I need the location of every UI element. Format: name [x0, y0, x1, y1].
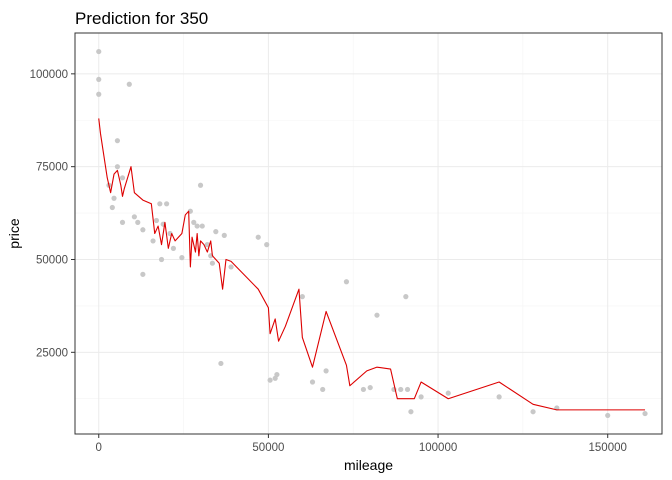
data-point [605, 412, 611, 419]
data-point [197, 182, 204, 188]
data-point [140, 271, 146, 277]
data-point [131, 214, 137, 220]
x-tick-label: 0 [96, 442, 102, 454]
y-tick-label: 75000 [36, 162, 68, 174]
data-point [158, 256, 165, 263]
x-axis: 0 50000 100000 150000 [96, 434, 627, 454]
data-point [445, 390, 451, 396]
y-tick-label: 25000 [36, 347, 68, 359]
data-point [403, 294, 409, 300]
data-point [170, 245, 176, 251]
data-point [299, 294, 305, 300]
y-tick-label: 100000 [30, 69, 68, 81]
data-point [119, 219, 126, 225]
data-point [109, 204, 115, 211]
data-point [194, 223, 200, 229]
data-point [398, 386, 404, 393]
data-point [213, 229, 219, 235]
data-point [96, 48, 102, 55]
data-point [228, 264, 234, 270]
chart-title: Prediction for 350 [75, 9, 208, 28]
data-point [404, 386, 411, 393]
data-point [135, 219, 141, 225]
data-point [221, 232, 227, 238]
data-point [418, 394, 424, 400]
x-tick-label: 100000 [419, 442, 457, 454]
data-point [309, 379, 316, 385]
data-point [153, 217, 160, 224]
scatter-points [96, 48, 648, 419]
data-point [367, 384, 373, 391]
series-line [98, 118, 646, 411]
data-point [111, 195, 117, 201]
data-point [199, 223, 205, 229]
data-point [530, 409, 536, 415]
x-axis-title: mileage [344, 457, 393, 473]
data-point [157, 201, 163, 207]
data-point [150, 238, 156, 244]
data-point [264, 242, 270, 248]
data-point [164, 201, 170, 207]
grid [75, 33, 662, 434]
data-point [119, 175, 126, 181]
data-point [274, 371, 280, 378]
data-point [374, 312, 380, 318]
x-tick-label: 150000 [589, 442, 627, 454]
data-point [114, 164, 121, 170]
data-point [96, 76, 102, 83]
y-tick-label: 50000 [36, 254, 68, 266]
data-point [209, 260, 216, 266]
data-point [267, 377, 273, 383]
data-point [126, 81, 132, 87]
data-point [496, 394, 502, 400]
x-tick-label: 50000 [252, 442, 284, 454]
data-point [96, 91, 102, 97]
data-point [191, 219, 197, 225]
y-axis: 25000 50000 75000 100000 [30, 69, 75, 359]
data-point [140, 227, 146, 233]
data-point [408, 409, 414, 415]
panel-border [74, 32, 663, 435]
data-point [114, 138, 121, 144]
data-point [320, 386, 326, 393]
prediction-line [98, 118, 646, 411]
data-point [642, 410, 648, 417]
data-point [255, 234, 261, 240]
data-point [343, 279, 350, 285]
data-point [179, 255, 185, 261]
data-point [218, 360, 224, 367]
data-point [323, 368, 329, 374]
y-axis-title: price [6, 218, 22, 249]
data-point [360, 386, 367, 393]
